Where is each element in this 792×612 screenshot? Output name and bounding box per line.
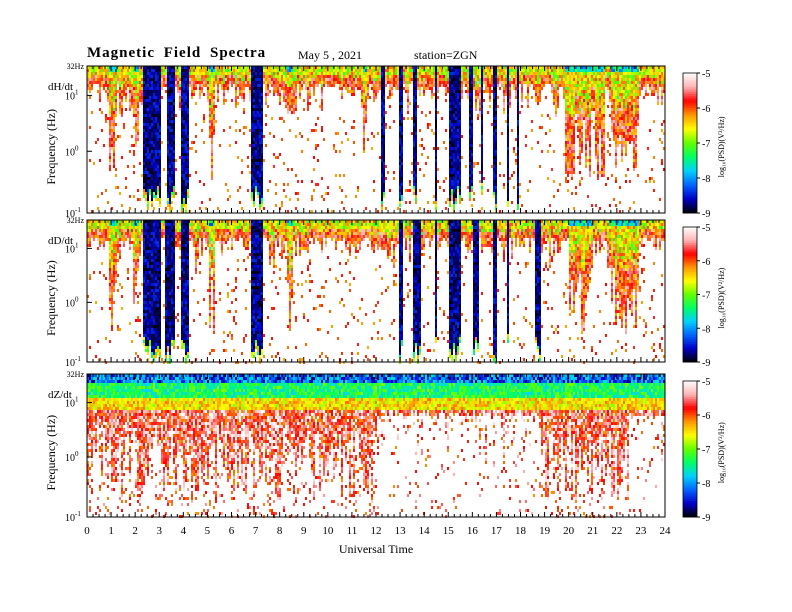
x-tick-label: 11 [347,525,358,537]
colorbar-tick-label: -9 [702,358,710,369]
y-tick-exponent: 0 [75,295,79,303]
colorbar-tick-label: -7 [702,139,710,150]
y-tick-exponent: -1 [75,510,81,518]
colorbar-label: log₁₀(PSD)(V²/Hz) [717,422,726,483]
colorbar: -5 -6 -7 -8 -9 log₁₀(PSD)(V²/Hz) [682,69,726,220]
colorbar-tick-label: -8 [702,324,710,335]
colorbar-tick-label: -5 [702,69,710,80]
y-tick-label: 10 [65,513,75,524]
x-tick-label: 21 [587,525,598,537]
y-tick-label: 10 [65,453,75,464]
component-label: dH/dt [48,81,73,93]
x-tick-label: 2 [132,525,138,537]
colorbar-tick-label: -8 [702,479,710,490]
y-tick-label: 10 [65,244,75,255]
y-tick-exponent: 1 [75,88,79,96]
x-tick-label: 10 [322,525,334,537]
colorbar-tick-label: -8 [702,174,710,185]
colorbar-tick-label: -5 [702,377,710,388]
colorbar-tick-label: -6 [702,257,710,268]
colorbar-tick-label: -5 [702,223,710,234]
x-tick-label: 9 [301,525,307,537]
y-tick-exponent: -1 [75,206,81,214]
x-tick-label: 17 [491,525,503,537]
x-tick-label: 20 [563,525,575,537]
x-tick-label: 8 [277,525,283,537]
colorbar-tick-label: -9 [702,209,710,220]
x-tick-label: 3 [157,525,163,537]
y-axis-label: Frequency (Hz) [44,109,58,185]
x-tick-label: 0 [84,525,90,537]
y-tick-label: 10 [65,91,75,102]
colorbar: -5 -6 -7 -8 -9 log₁₀(PSD)(V²/Hz) [682,223,726,369]
x-tick-label: 5 [205,525,211,537]
colorbar-tick-label: -6 [702,104,710,115]
y-tick-exponent: 1 [75,241,79,249]
x-tick-label: 22 [611,525,622,537]
x-tick-label: 18 [515,525,527,537]
x-tick-label: 24 [660,525,672,537]
colorbar-tick-label: -9 [702,513,710,524]
x-tick-label: 23 [635,525,647,537]
x-tick-label: 19 [539,525,551,537]
y-tick-exponent: 0 [75,144,79,152]
y-tick-exponent: -1 [75,355,81,363]
y-axis-label: Frequency (Hz) [44,260,58,336]
figure-title: Magnetic Field Spectra [87,45,267,61]
x-tick-label: 16 [467,525,479,537]
x-tick-label: 1 [108,525,114,537]
y-tick-label: 10 [65,209,75,220]
y-axis-label: Frequency (Hz) [44,415,58,491]
colorbar-label: log₁₀(PSD)(V²/Hz) [717,116,726,177]
y-tick-label-top: 32Hz [67,62,85,71]
x-tick-label: 13 [395,525,407,537]
x-tick-label: 12 [371,525,382,537]
y-tick-label: 10 [65,147,75,158]
component-label: dD/dt [48,235,73,247]
x-axis-label: Universal Time [339,542,413,556]
date-label: May 5 , 2021 [298,48,362,62]
x-tick-label: 14 [419,525,431,537]
y-tick-label-top: 32Hz [67,216,85,225]
x-tick-label: 4 [181,525,187,537]
component-label: dZ/dt [48,389,72,401]
y-tick-label: 10 [65,399,75,410]
x-tick-label: 15 [443,525,455,537]
colorbar-tick-label: -6 [702,411,710,422]
x-tick-label: 6 [229,525,235,537]
x-axis: 0 1 2 3 4 5 6 7 8 9 10 11 12 13 14 15 16 17 18 19 20 21 22 23 24… [84,525,671,556]
x-tick-label: 7 [253,525,259,537]
y-tick-exponent: 1 [75,396,79,404]
colorbar-tick-label: -7 [702,445,710,456]
y-tick-label: 10 [65,298,75,309]
y-tick-label-top: 32Hz [67,370,85,379]
colorbar: -5 -6 -7 -8 -9 log₁₀(PSD)(V²/Hz) [682,377,726,524]
station-label: station=ZGN [414,48,478,62]
colorbar-tick-label: -7 [702,291,710,302]
y-tick-label: 10 [65,358,75,369]
colorbar-label: log₁₀(PSD)(V²/Hz) [717,267,726,328]
y-tick-exponent: 0 [75,450,79,458]
